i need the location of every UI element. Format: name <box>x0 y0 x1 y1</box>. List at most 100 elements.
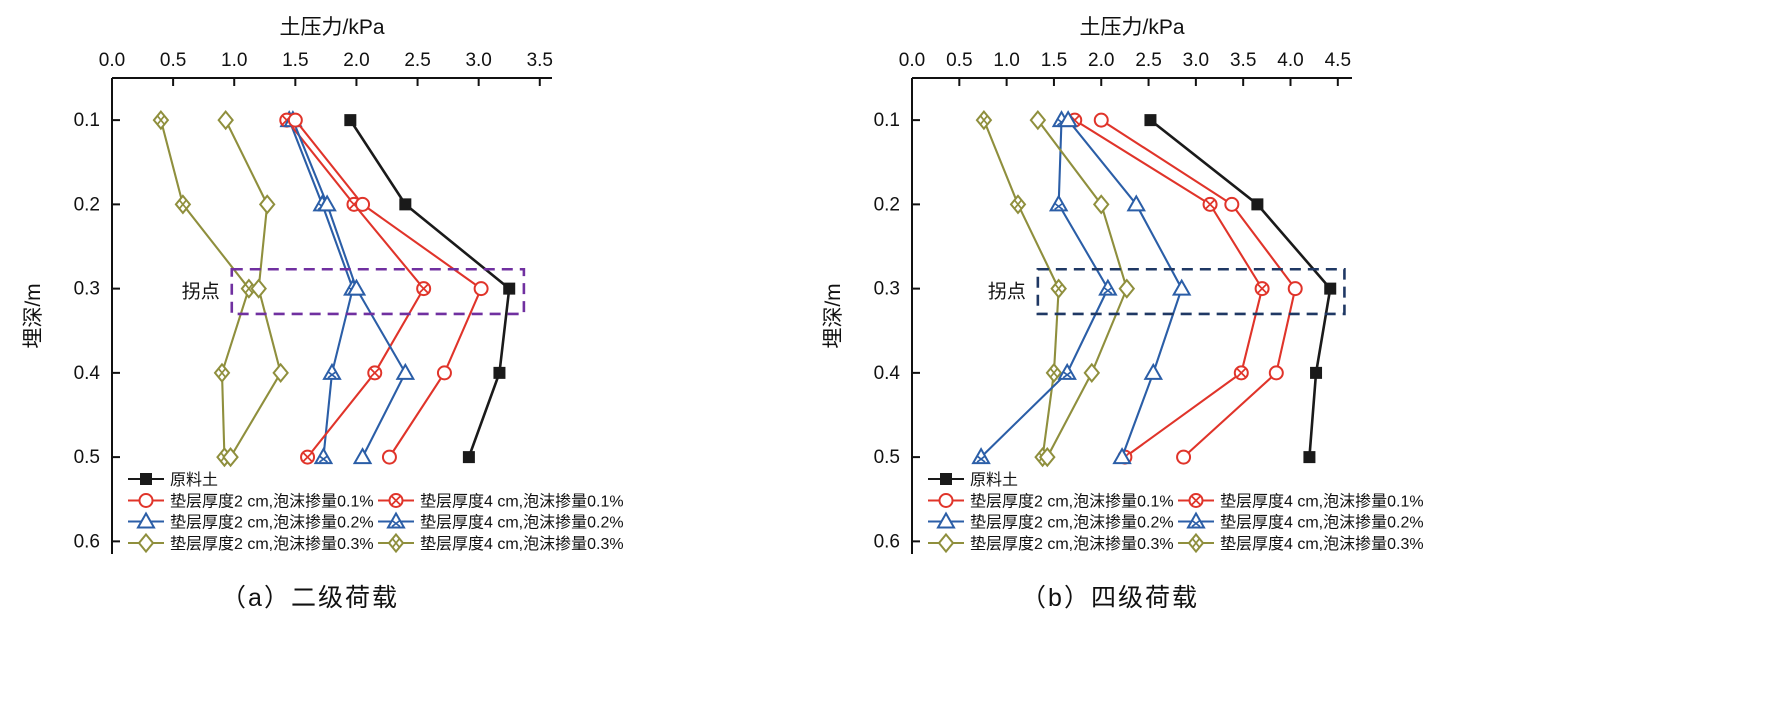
marker-triangle-open <box>1112 447 1132 465</box>
inflection-box <box>230 267 526 316</box>
y-tick-label: 0.5 <box>874 447 900 468</box>
marker-diamond-open <box>250 278 267 299</box>
legend-label: 垫层厚度4 cm,泡沫掺量0.1% <box>420 493 624 511</box>
circle-marker-icon <box>1176 449 1192 465</box>
marker-circle-open <box>1176 449 1192 465</box>
marker-diamond-cross <box>387 532 405 554</box>
diamond-marker-icon <box>258 194 276 215</box>
marker-triangle-cross <box>1057 362 1077 380</box>
marker-square-filled <box>1251 198 1264 211</box>
marker-diamond-cross <box>174 194 192 215</box>
y-tick-label: 0.4 <box>874 363 901 384</box>
triangle-marker-icon <box>936 511 956 529</box>
marker-triangle-open <box>346 278 367 296</box>
circle-marker-icon <box>1224 196 1240 212</box>
x-tick-label: 3.5 <box>527 50 553 71</box>
marker-triangle-open <box>1171 278 1192 296</box>
triangle-marker-icon <box>395 362 416 380</box>
diamond-marker-icon <box>1092 194 1110 215</box>
x-tick-label: 0.0 <box>899 50 925 71</box>
marker-diamond-cross <box>1050 278 1067 299</box>
y-tick-label: 0.2 <box>74 194 100 215</box>
circle-marker-icon <box>381 449 397 465</box>
legend-label: 垫层厚度2 cm,泡沫掺量0.2% <box>970 514 1174 532</box>
marker-triangle-cross <box>313 447 334 465</box>
marker-diamond-cross <box>975 110 993 131</box>
x-tick-label: 2.0 <box>1088 50 1114 71</box>
marker-square-filled <box>399 198 412 211</box>
legend-label: 垫层厚度4 cm,泡沫掺量0.3% <box>1220 535 1424 553</box>
legend-label: 垫层厚度4 cm,泡沫掺量0.2% <box>420 514 624 532</box>
panel-b-caption: （b）四级荷载 <box>1021 584 1199 612</box>
triangle-marker-icon <box>1098 278 1118 296</box>
circle-marker-icon <box>473 281 489 297</box>
x-tick-label: 0.0 <box>99 50 125 71</box>
legend-label: 垫层厚度2 cm,泡沫掺量0.3% <box>970 535 1174 553</box>
square-marker-icon <box>140 473 152 485</box>
diamond-marker-icon <box>250 278 267 299</box>
x-tick-label: 3.0 <box>465 50 491 71</box>
y-tick-label: 0.3 <box>874 279 900 300</box>
circle-marker-icon <box>938 493 954 508</box>
marker-triangle-cross <box>386 511 406 529</box>
x-tick-label: 0.5 <box>160 50 186 71</box>
square-marker-icon <box>1251 198 1264 211</box>
square-marker-icon <box>493 366 506 379</box>
triangle-marker-icon <box>1048 194 1069 212</box>
marker-triangle-cross <box>322 362 342 380</box>
square-marker-icon <box>1324 282 1337 295</box>
square-marker-icon <box>344 114 357 127</box>
square-marker-icon <box>1303 451 1316 464</box>
diamond-marker-icon <box>137 532 155 554</box>
x-tick-label: 4.0 <box>1277 50 1303 71</box>
diamond-marker-icon <box>1118 278 1136 299</box>
marker-circle-cross <box>367 365 383 381</box>
triangle-marker-icon <box>1126 194 1146 212</box>
triangle-marker-icon <box>1171 278 1192 296</box>
square-marker-icon <box>462 451 475 464</box>
y-axis-title: 埋深/m <box>22 283 45 348</box>
marker-triangle-open <box>1126 194 1146 212</box>
marker-triangle-open <box>352 447 373 465</box>
y-tick-label: 0.2 <box>874 194 900 215</box>
diamond-marker-icon <box>217 110 234 131</box>
marker-diamond-cross <box>1009 194 1027 215</box>
diamond-marker-icon <box>272 362 289 383</box>
marker-diamond-cross <box>1187 532 1205 554</box>
marker-circle-cross <box>1188 493 1204 508</box>
legend-label: 垫层厚度2 cm,泡沫掺量0.1% <box>970 493 1174 511</box>
marker-circle-cross <box>416 281 432 297</box>
marker-square-filled <box>462 451 475 464</box>
marker-diamond-open <box>258 194 276 215</box>
marker-diamond-open <box>1039 447 1056 468</box>
triangle-marker-icon <box>317 194 337 212</box>
y-tick-label: 0.3 <box>74 279 100 300</box>
square-marker-icon <box>940 473 952 485</box>
circle-marker-icon <box>1093 112 1109 128</box>
marker-square-filled <box>1324 282 1337 295</box>
x-tick-label: 3.5 <box>1230 50 1256 71</box>
marker-circle-open <box>287 112 303 128</box>
y-axis-title: 埋深/m <box>822 283 845 348</box>
triangle-marker-icon <box>313 447 334 465</box>
marker-diamond-open <box>1118 278 1136 299</box>
legend-label: 垫层厚度2 cm,泡沫掺量0.3% <box>170 535 374 553</box>
diamond-marker-icon <box>937 532 955 554</box>
marker-circle-open <box>436 365 452 381</box>
marker-square-filled <box>344 114 357 127</box>
marker-square-filled <box>140 473 152 485</box>
series-line-5 <box>288 119 354 458</box>
marker-triangle-cross <box>1186 511 1206 529</box>
x-tick-label: 1.5 <box>1041 50 1067 71</box>
marker-triangle-open <box>936 511 956 529</box>
marker-circle-open <box>1268 365 1284 381</box>
chart-panel-b: 0.0 0.5 1.0 1.5 2.0 2.5 3.0 3.5 4.0 4.5 0.1 0.2 0.3 0… <box>822 16 1424 554</box>
marker-circle-cross <box>1233 365 1249 381</box>
marker-square-filled <box>1303 451 1316 464</box>
legend-label: 垫层厚度4 cm,泡沫掺量0.1% <box>1220 493 1424 511</box>
diamond-marker-icon <box>1039 447 1056 468</box>
legend-label: 垫层厚度2 cm,泡沫掺量0.2% <box>170 514 374 532</box>
marker-circle-open <box>1287 281 1303 297</box>
marker-square-filled <box>503 282 516 295</box>
